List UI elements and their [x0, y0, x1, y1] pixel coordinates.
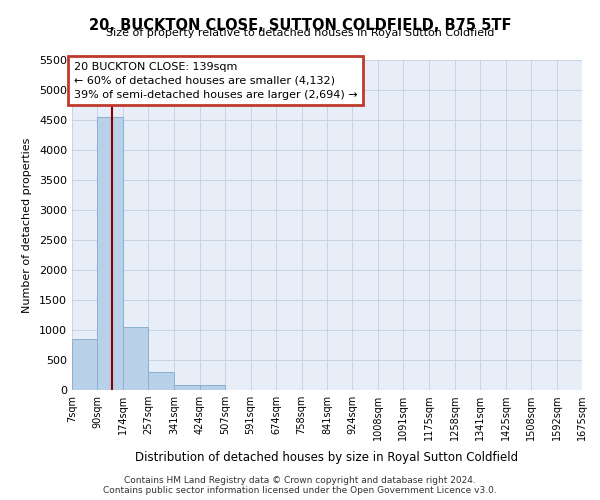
- Text: Contains HM Land Registry data © Crown copyright and database right 2024.
Contai: Contains HM Land Registry data © Crown c…: [103, 476, 497, 495]
- Bar: [148, 372, 174, 390]
- Bar: [97, 117, 123, 390]
- Y-axis label: Number of detached properties: Number of detached properties: [22, 138, 32, 312]
- X-axis label: Distribution of detached houses by size in Royal Sutton Coldfield: Distribution of detached houses by size …: [136, 452, 518, 464]
- Text: 20, BUCKTON CLOSE, SUTTON COLDFIELD, B75 5TF: 20, BUCKTON CLOSE, SUTTON COLDFIELD, B75…: [89, 18, 511, 32]
- Bar: [72, 339, 97, 390]
- Bar: [123, 327, 148, 390]
- Bar: [174, 385, 199, 390]
- Bar: [199, 385, 225, 390]
- Text: 20 BUCKTON CLOSE: 139sqm
← 60% of detached houses are smaller (4,132)
39% of sem: 20 BUCKTON CLOSE: 139sqm ← 60% of detach…: [74, 62, 357, 100]
- Text: Size of property relative to detached houses in Royal Sutton Coldfield: Size of property relative to detached ho…: [106, 28, 494, 38]
